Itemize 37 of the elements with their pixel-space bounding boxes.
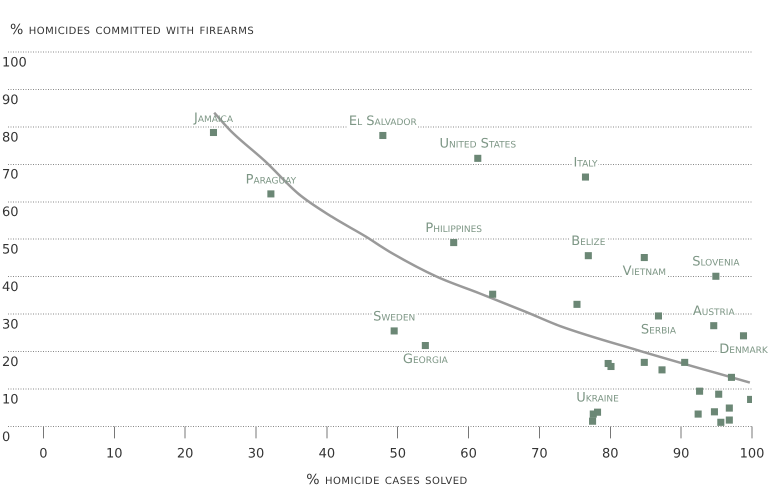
- annotation: Sweden: [373, 309, 416, 324]
- x-tick-label: 50: [389, 446, 406, 462]
- x-tick-label: 60: [460, 446, 477, 462]
- annotation: Slovenia: [692, 254, 740, 270]
- annotation: Austria: [692, 304, 736, 320]
- y-tick-label: 30: [2, 317, 19, 332]
- y-tick-label: 10: [2, 392, 19, 408]
- y-tick-label: 50: [2, 242, 19, 258]
- annotation: Ukraine: [576, 390, 620, 406]
- y-tick-label: 0: [2, 430, 10, 445]
- x-tick-label: 40: [318, 446, 336, 462]
- y-tick-label: 70: [2, 168, 19, 183]
- y-tick-label: 80: [2, 130, 19, 146]
- annotation: Belize: [571, 234, 606, 250]
- annotation: Denmark: [719, 342, 769, 358]
- x-tick-label: 10: [106, 446, 123, 462]
- annotation: El Salvador: [348, 114, 417, 129]
- y-tick-label: 40: [2, 280, 19, 296]
- y-axis-title: % homicides committed with firearms: [10, 22, 254, 38]
- x-tick-label: 80: [602, 446, 619, 462]
- x-axis-title: % homicide cases solved: [305, 472, 469, 488]
- annotation: Italy: [573, 155, 598, 170]
- annotation: Vietnam: [622, 264, 666, 279]
- y-tick-label: 60: [2, 205, 19, 220]
- x-tick-label: 0: [39, 446, 48, 462]
- y-tick-label: 20: [2, 354, 19, 370]
- annotation: Philippines: [425, 220, 482, 236]
- x-tick-label: 90: [672, 446, 690, 462]
- y-tick-label: 100: [2, 55, 27, 70]
- x-tick-label: 30: [248, 446, 264, 462]
- annotation: Serbia: [640, 322, 677, 338]
- x-tick-label: 100: [740, 446, 764, 462]
- x-tick-label: 20: [176, 446, 194, 462]
- y-tick-label: 90: [2, 92, 19, 108]
- annotation: United States: [440, 136, 516, 152]
- x-tick-label: 70: [531, 446, 548, 462]
- annotation: Georgia: [402, 352, 449, 367]
